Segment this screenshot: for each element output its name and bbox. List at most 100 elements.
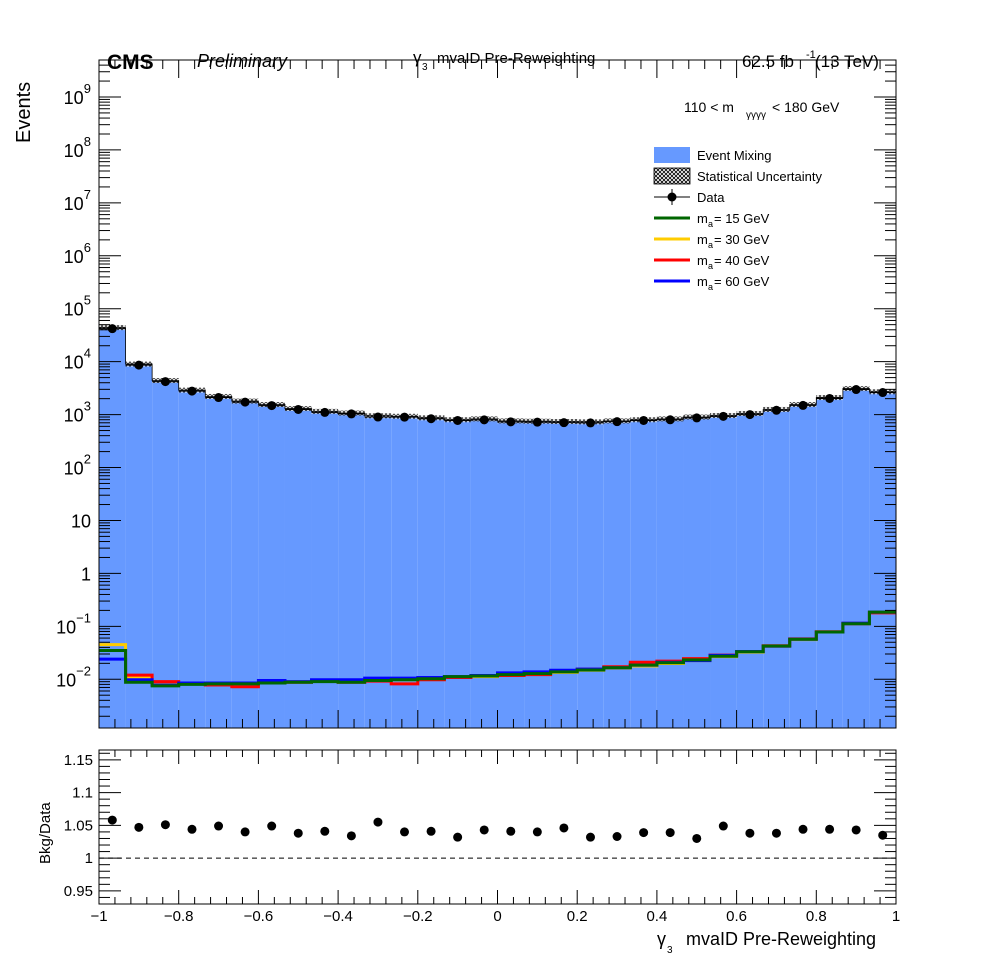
event-mixing-bin xyxy=(284,408,312,728)
y-tick-base: 1 xyxy=(81,564,91,584)
data-point xyxy=(532,417,542,427)
legend: Event Mixing Statistical Uncertainty Data m… xyxy=(653,147,822,292)
y-tick-base: 10 xyxy=(64,141,84,161)
legend-label-rest: = 15 GeV xyxy=(714,211,770,226)
ratio-point xyxy=(612,832,622,842)
y-tick-label: 910 xyxy=(64,81,91,108)
y-tick-exp: 9 xyxy=(84,81,91,96)
ratio-point xyxy=(400,827,410,837)
data-point xyxy=(718,411,728,421)
ratio-y-tick-label: 1 xyxy=(85,850,93,867)
x-tick-label: −0.4 xyxy=(323,908,353,925)
data-point xyxy=(320,407,330,417)
legend-label-rest: = 30 GeV xyxy=(714,232,770,247)
event-mixing-bin xyxy=(417,417,445,728)
data-point xyxy=(612,417,622,427)
event-mixing-bin xyxy=(364,415,392,728)
ratio-panel: 0.95 1 1.05 1.1 1.15 −1 −0.8 −0.6 −0.4 −0.2 0 0.2 0.… xyxy=(64,749,900,925)
y-tick-exp: −1 xyxy=(76,610,91,625)
data-point xyxy=(878,388,888,398)
event-mixing-bin xyxy=(656,418,684,728)
ratio-point xyxy=(346,831,356,841)
ratio-point xyxy=(559,823,569,833)
ratio-y-tick-label: 1.05 xyxy=(64,817,93,834)
data-point xyxy=(506,417,516,427)
data-point xyxy=(559,418,569,428)
ratio-point xyxy=(718,821,728,831)
x-tick-label: 0.6 xyxy=(726,908,747,925)
event-mixing-bin xyxy=(178,390,206,728)
data-point xyxy=(798,400,808,410)
ratio-y-tick-label: 1.1 xyxy=(72,785,93,802)
data-points xyxy=(99,324,896,428)
ratio-y-tick-label: 0.95 xyxy=(64,883,93,900)
event-mixing-bin xyxy=(869,391,896,728)
legend-label: Data xyxy=(697,190,725,205)
ratio-point xyxy=(453,832,463,842)
legend-label: Statistical Uncertainty xyxy=(697,169,822,184)
ratio-point xyxy=(639,828,649,838)
legend-entry: Data xyxy=(654,189,725,205)
x-tick-label: 0.8 xyxy=(806,908,827,925)
y-tick-label: 510 xyxy=(64,293,91,320)
signal-line xyxy=(99,610,896,688)
data-point xyxy=(585,418,595,428)
event-mixing-bin xyxy=(577,421,604,728)
y-tick-exp: 6 xyxy=(84,240,91,255)
legend-label: m xyxy=(697,232,708,247)
y-tick-base: 10 xyxy=(64,88,84,108)
legend-label-sub: a xyxy=(708,261,713,271)
y-tick-label: 610 xyxy=(64,240,91,267)
ratio-point xyxy=(160,820,170,830)
y-tick-base: 10 xyxy=(71,511,91,531)
y-tick-base: 10 xyxy=(64,459,84,479)
data-point xyxy=(160,377,170,387)
svg-text:(13 TeV): (13 TeV) xyxy=(815,52,879,71)
ratio-point xyxy=(214,821,224,831)
legend-label: m xyxy=(697,253,708,268)
ratio-point xyxy=(293,828,303,838)
event-mixing-bin xyxy=(524,421,551,728)
data-point xyxy=(851,385,861,395)
data-point xyxy=(240,397,250,407)
event-mixing-bin xyxy=(842,388,870,728)
event-mixing-bin xyxy=(710,415,737,728)
event-mixing-bin xyxy=(444,419,471,728)
y-tick-exp: 4 xyxy=(84,346,91,361)
event-mixing-bin xyxy=(99,327,126,728)
ratio-point xyxy=(267,821,277,831)
y-tick-label: −210 xyxy=(56,663,91,690)
data-point xyxy=(771,405,781,415)
event-mixing-bin xyxy=(231,401,259,728)
y-tick-label: 210 xyxy=(64,452,91,479)
data-point xyxy=(187,386,197,396)
y-tick-label: 310 xyxy=(64,399,91,426)
svg-text:γ: γ xyxy=(413,48,422,67)
y-tick-exp: 8 xyxy=(84,134,91,149)
ratio-point xyxy=(745,828,755,838)
x-tick-label: 0 xyxy=(493,908,501,925)
x-axis-title: γ 3 mvaID Pre-Reweighting xyxy=(657,929,876,956)
x-tick-label: 1 xyxy=(892,908,900,925)
svg-text:γ: γ xyxy=(657,929,666,949)
ratio-point xyxy=(692,833,702,843)
y-tick-exp: 5 xyxy=(84,293,91,308)
y-tick-base: 10 xyxy=(64,406,84,426)
x-tick-label: −1 xyxy=(90,908,107,925)
ratio-point xyxy=(187,824,197,834)
event-mixing-bin xyxy=(391,416,418,728)
y-axis-title: Events xyxy=(13,82,35,143)
data-point xyxy=(373,412,383,422)
ratio-point xyxy=(585,832,595,842)
legend-label: m xyxy=(697,211,708,226)
y-tick-label: −110 xyxy=(56,610,91,637)
legend-swatch xyxy=(654,147,690,163)
ratio-point xyxy=(506,826,516,836)
event-mixing-bin xyxy=(205,396,232,728)
y-tick-base: 10 xyxy=(64,194,84,214)
data-point xyxy=(293,404,303,414)
